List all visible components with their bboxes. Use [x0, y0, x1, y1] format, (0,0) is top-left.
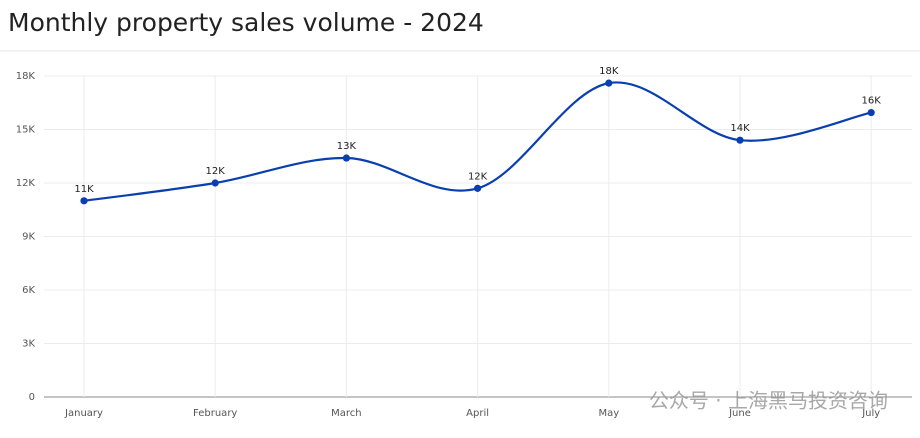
- x-tick-label: July: [861, 408, 880, 419]
- chart-title: Monthly property sales volume - 2024: [8, 8, 484, 37]
- point: [80, 197, 88, 205]
- x-tick-label: February: [193, 408, 237, 419]
- data-label: 13K: [337, 141, 357, 152]
- data-label: 11K: [74, 184, 94, 195]
- y-tick-label: 18K: [16, 71, 36, 82]
- point: [342, 154, 350, 162]
- data-label: 18K: [599, 66, 619, 77]
- point: [736, 136, 744, 144]
- data-label: 16K: [862, 96, 882, 107]
- point: [211, 179, 219, 187]
- point: [867, 108, 875, 117]
- y-tick-label: 9K: [22, 232, 35, 243]
- data-label: 12K: [468, 171, 488, 182]
- x-tick-label: May: [598, 408, 619, 419]
- y-tick-label: 0: [29, 392, 35, 403]
- x-tick-label: June: [728, 408, 751, 419]
- x-tick-label: April: [466, 408, 489, 419]
- x-tick-label: March: [331, 408, 361, 419]
- y-tick-label: 6K: [22, 285, 35, 296]
- y-tick-label: 3K: [22, 339, 35, 350]
- point: [605, 79, 613, 87]
- data-label: 14K: [730, 123, 750, 134]
- y-tick-label: 15K: [16, 125, 36, 136]
- x-tick-label: January: [64, 408, 103, 419]
- watermark: 公众号 · 上海黑马投资咨询: [649, 389, 888, 413]
- data-label: 12K: [206, 166, 226, 177]
- point: [474, 184, 482, 192]
- y-tick-label: 12K: [16, 178, 36, 189]
